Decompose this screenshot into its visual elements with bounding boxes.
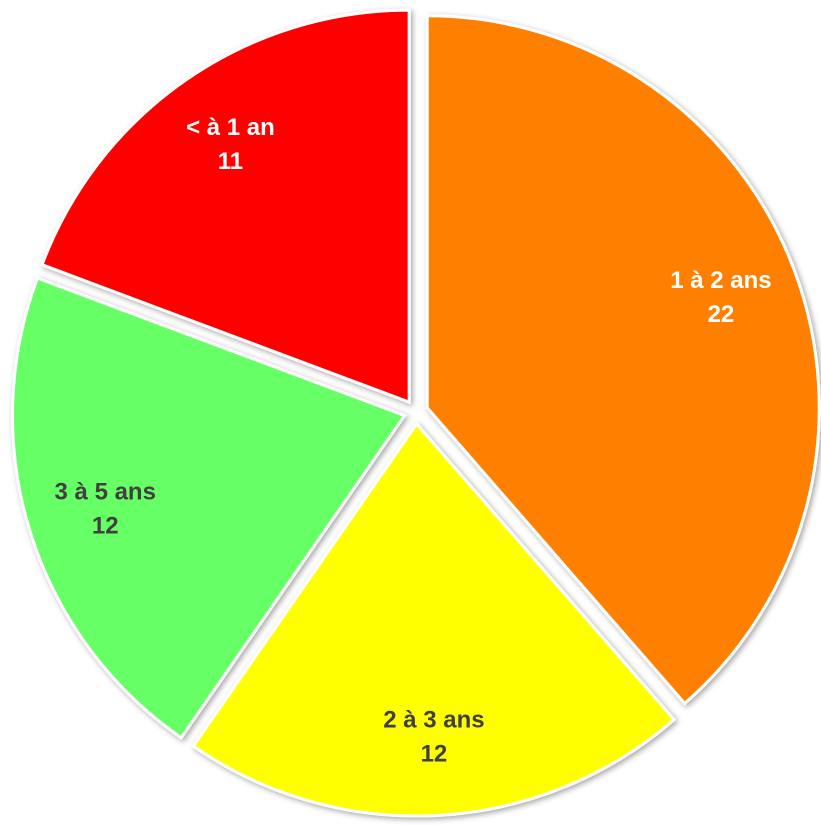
slice-label: < à 1 an	[186, 114, 275, 141]
slice-label: 1 à 2 ans	[670, 267, 771, 294]
slice-value: 12	[421, 740, 448, 767]
slice-label: 3 à 5 ans	[55, 479, 156, 506]
pie-slice	[40, 8, 411, 405]
pie-slice	[425, 14, 821, 706]
pie-slice	[191, 421, 677, 818]
pie-slice	[11, 276, 407, 740]
slice-value: 12	[92, 513, 119, 540]
slice-label: 2 à 3 ans	[383, 706, 484, 733]
slice-value: 11	[218, 148, 243, 175]
slice-value: 22	[708, 301, 735, 328]
